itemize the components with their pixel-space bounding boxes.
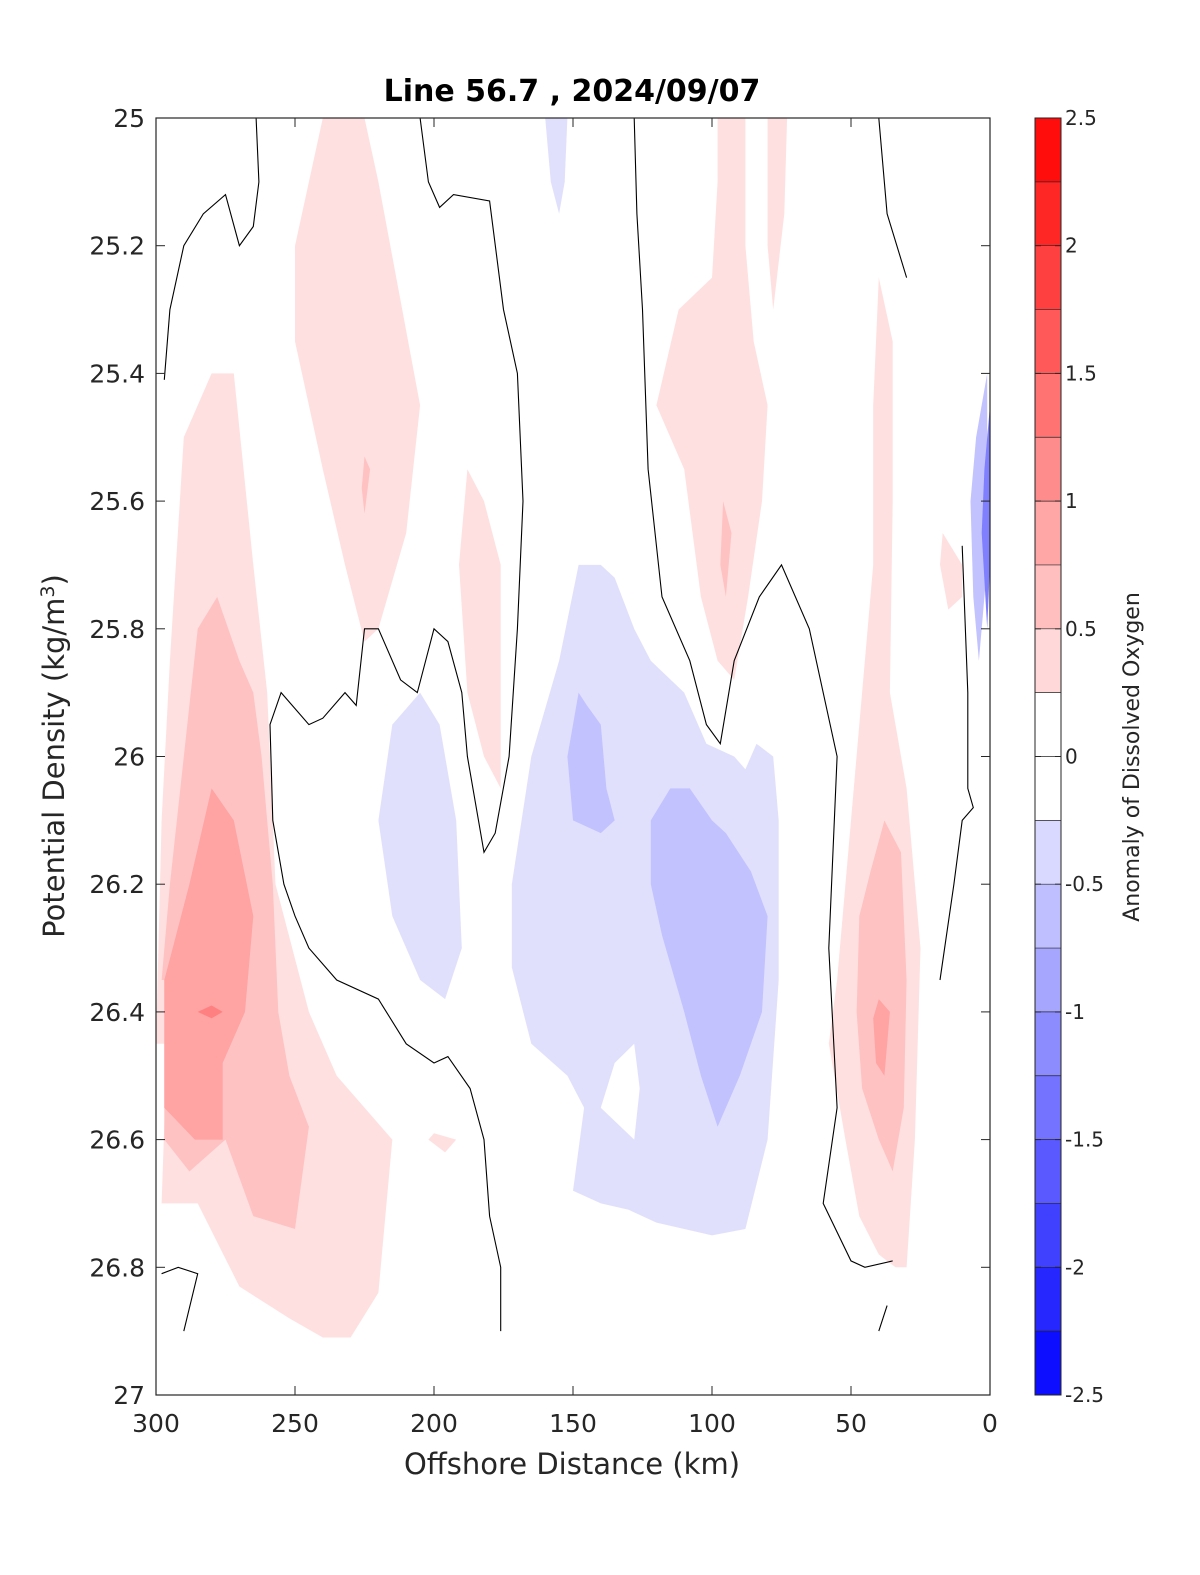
y-axis-label: Potential Density (kg/m3) (37, 574, 71, 938)
colorbar-band (1035, 1139, 1061, 1204)
contour-region-pos-225-core (361, 456, 371, 514)
colorbar-band (1035, 628, 1061, 694)
colorbar: 2.5 2 1.5 1 0.5 0 -0.5 -1 -1.5 -2 -2.5 (1034, 106, 1104, 1407)
colorbar-band (1035, 756, 1061, 821)
contour-region-pos-offshore-core (164, 788, 254, 1140)
x-tick-label: 150 (549, 1409, 597, 1438)
y-axis-label-superscript: 3 (37, 585, 59, 597)
x-axis-ticks: 300 250 200 150 100 50 0 (132, 118, 998, 1438)
colorbar-band (1035, 948, 1061, 1013)
colorbar-band (1035, 1203, 1061, 1268)
y-tick-label: 26.2 (89, 870, 145, 899)
colorbar-tick-label: -2 (1065, 1255, 1085, 1279)
x-tick-label: 200 (410, 1409, 458, 1438)
x-axis-label: Offshore Distance (km) (404, 1447, 740, 1481)
contour-region-pos-95-core (720, 501, 732, 597)
contour-region-pos-offshore-peak (197, 1005, 223, 1019)
contour-region-neg-central-inner-a (567, 692, 615, 834)
colorbar-band (1035, 309, 1061, 374)
colorbar-band (1035, 118, 1061, 183)
y-axis-ticks: 25 25.2 25.4 25.6 25.8 26 26.2 26.4 26.6 26.8 27 (89, 104, 990, 1410)
contour-region-neg-200 (378, 692, 462, 1000)
y-tick-label: 26.4 (89, 998, 145, 1027)
y-tick-label: 25.2 (89, 232, 145, 261)
contour-region-neg-central-inner-b (650, 788, 768, 1127)
y-tick-label: 27 (113, 1381, 145, 1410)
zero-contour-line (633, 118, 893, 1268)
colorbar-band (1035, 373, 1061, 438)
chart-title: Line 56.7 , 2024/09/07 (384, 74, 761, 109)
colorbar-band (1035, 501, 1061, 566)
contour-region-neg-cutout (600, 1043, 640, 1140)
x-tick-label: 50 (835, 1409, 867, 1438)
colorbar-tick-label: 1 (1065, 489, 1078, 513)
colorbar-band (1035, 1267, 1061, 1332)
contour-region-pos-95 (656, 118, 768, 680)
contour-region-pos-225 (295, 118, 421, 642)
x-tick-label: 0 (982, 1409, 998, 1438)
y-tick-label: 25.6 (89, 487, 145, 516)
colorbar-tick-label: -2.5 (1065, 1383, 1104, 1407)
colorbar-band (1035, 564, 1061, 630)
colorbar-tick-label: -1 (1065, 1000, 1085, 1024)
y-tick-label: 26.8 (89, 1253, 145, 1282)
colorbar-band (1035, 1075, 1061, 1141)
y-tick-label: 26.6 (89, 1126, 145, 1155)
colorbar-band (1035, 884, 1061, 949)
y-tick-label: 25.8 (89, 615, 145, 644)
contour-region-pos-205 (428, 1133, 457, 1153)
zero-contour-line (163, 118, 260, 380)
colorbar-band (1035, 692, 1061, 757)
zero-contour-line (269, 118, 524, 1332)
colorbar-label: Anomaly of Dissolved Oxygen (1120, 592, 1145, 922)
contour-region-pos-190 (459, 469, 501, 789)
plot-area (156, 118, 990, 1338)
colorbar-band (1035, 820, 1061, 885)
y-tick-label: 26 (113, 743, 145, 772)
contour-region-pos-40-mid (856, 820, 907, 1172)
y-axis-label-end: ) (37, 574, 71, 585)
colorbar-tick-label: 0.5 (1065, 617, 1097, 641)
colorbar-tick-label: 2.5 (1065, 106, 1097, 130)
zero-contour-line (161, 1266, 199, 1332)
x-tick-label: 100 (688, 1409, 736, 1438)
colorbar-band (1035, 1331, 1061, 1396)
zero-contour-lines (161, 118, 974, 1332)
contour-region-neg-nearshore-strong (981, 405, 990, 629)
colorbar-band (1035, 437, 1061, 502)
colorbar-tick-label: 1.5 (1065, 361, 1097, 385)
x-tick-label: 300 (132, 1409, 180, 1438)
zero-contour-line (878, 1305, 888, 1332)
colorbar-tick-label: -0.5 (1065, 872, 1104, 896)
colorbar-tick-label: -1.5 (1065, 1128, 1104, 1152)
y-tick-label: 25.4 (89, 359, 145, 388)
contour-region-pos-80 (767, 118, 788, 310)
contour-region-neg-160 (545, 118, 568, 214)
contour-region-neg-nearshore (970, 373, 988, 661)
contour-region-pos-nearshore (940, 533, 963, 610)
colorbar-tick-label: 0 (1065, 745, 1078, 769)
y-tick-label: 25 (113, 104, 145, 133)
x-tick-label: 250 (271, 1409, 319, 1438)
colorbar-tick-label: 2 (1065, 234, 1078, 258)
colorbar-band (1035, 1011, 1061, 1077)
contour-region-pos-40-core (873, 999, 890, 1076)
zero-contour-line (878, 118, 908, 278)
colorbar-band (1035, 245, 1061, 311)
zero-contour-line (939, 545, 974, 981)
y-axis-label-main: Potential Density (kg/m (37, 598, 71, 938)
colorbar-band (1035, 181, 1061, 247)
